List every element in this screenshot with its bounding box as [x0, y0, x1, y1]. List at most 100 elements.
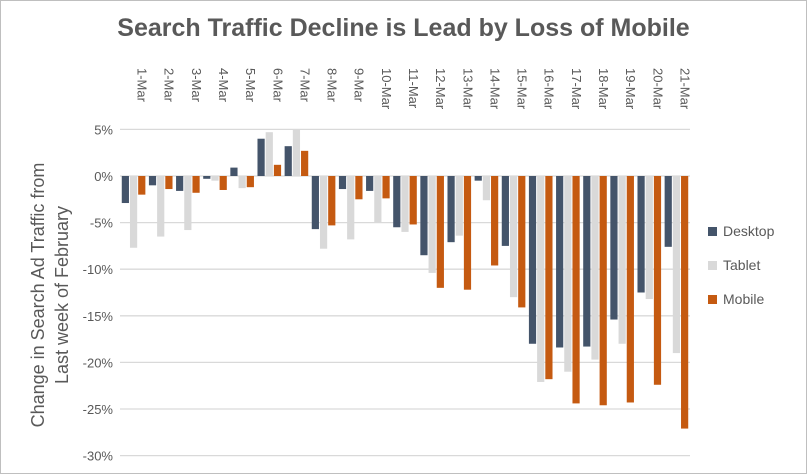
- y-axis-title: Last week of February: [52, 206, 72, 384]
- x-tick-label: 19-Mar: [623, 68, 638, 110]
- bar-desktop: [420, 176, 428, 256]
- bar-tablet: [672, 176, 681, 354]
- y-axis-title: Change in Search Ad Traffic from: [28, 163, 48, 428]
- bar-tablet: [537, 176, 545, 382]
- bar-desktop: [176, 176, 184, 191]
- bar-mobile: [545, 176, 553, 380]
- bar-mobile: [626, 176, 634, 403]
- x-tick-label: 15-Mar: [515, 68, 530, 110]
- bar-tablet: [455, 176, 463, 236]
- x-tick-label: 2-Mar: [162, 68, 177, 103]
- bar-mobile: [138, 176, 146, 195]
- x-tick-label: 6-Mar: [270, 68, 285, 103]
- bar-desktop: [583, 176, 591, 347]
- bar-mobile: [301, 150, 309, 176]
- y-tick-label: -5%: [90, 216, 114, 231]
- y-tick-label: -15%: [83, 309, 114, 324]
- x-tick-label: 8-Mar: [325, 68, 340, 103]
- y-tick-label: -10%: [83, 262, 114, 277]
- x-tick-label: 14-Mar: [487, 68, 502, 110]
- bar-desktop: [284, 146, 292, 176]
- bar-desktop: [637, 176, 645, 293]
- bar-tablet: [238, 176, 246, 189]
- bar-tablet: [157, 176, 165, 237]
- bar-mobile: [518, 176, 526, 308]
- bar-tablet: [482, 176, 491, 201]
- bar-desktop: [501, 176, 509, 246]
- bar-mobile: [409, 176, 417, 225]
- x-tick-label: 11-Mar: [406, 68, 421, 109]
- bar-desktop: [474, 176, 482, 181]
- bar-desktop: [556, 176, 564, 348]
- y-tick-label: 5%: [94, 122, 113, 137]
- legend-label-mobile: Mobile: [723, 291, 764, 307]
- x-tick-label: 1-Mar: [135, 68, 150, 103]
- x-tick-label: 10-Mar: [379, 68, 394, 110]
- bar-desktop: [148, 176, 157, 186]
- bar-mobile: [382, 176, 390, 199]
- bar-desktop: [528, 176, 537, 344]
- bar-mobile: [463, 176, 472, 290]
- bar-mobile: [192, 176, 200, 193]
- bar-desktop: [664, 176, 672, 247]
- bar-desktop: [257, 138, 265, 176]
- bar-desktop: [366, 176, 374, 191]
- bar-tablet: [265, 132, 273, 176]
- bar-mobile: [681, 176, 689, 429]
- bar-tablet: [184, 176, 192, 231]
- bar-tablet: [591, 176, 599, 360]
- bar-mobile: [491, 176, 499, 266]
- bar-mobile: [436, 176, 444, 288]
- bar-tablet: [347, 176, 355, 240]
- bar-desktop: [393, 176, 401, 228]
- bar-tablet: [292, 129, 301, 176]
- y-tick-label: -25%: [83, 402, 114, 417]
- chart-title: Search Traffic Decline is Lead by Loss o…: [117, 14, 690, 42]
- x-tick-label: 21-Mar: [677, 68, 692, 110]
- x-tick-label: 4-Mar: [216, 68, 231, 103]
- bar-desktop: [121, 176, 129, 204]
- x-tick-label: 5-Mar: [243, 68, 258, 103]
- bar-mobile: [355, 176, 363, 200]
- x-tick-label: 12-Mar: [433, 68, 448, 110]
- bar-mobile: [165, 176, 173, 190]
- bar-mobile: [246, 176, 254, 188]
- x-tick-label: 3-Mar: [189, 68, 204, 103]
- bar-mobile: [273, 164, 282, 176]
- y-tick-label: -30%: [83, 449, 114, 464]
- bar-desktop: [610, 176, 618, 320]
- bar-tablet: [129, 176, 138, 248]
- bar-mobile: [572, 176, 580, 404]
- x-tick-label: 17-Mar: [569, 68, 584, 110]
- bar-tablet: [618, 176, 626, 344]
- bar-tablet: [211, 176, 219, 181]
- bar-desktop: [447, 176, 455, 243]
- bar-tablet: [401, 176, 409, 232]
- bar-tablet: [319, 176, 328, 249]
- legend-swatch-mobile: [708, 295, 717, 304]
- y-tick-label: 0%: [94, 169, 113, 184]
- legend-swatch-tablet: [708, 261, 717, 270]
- bar-tablet: [645, 176, 653, 300]
- legend-label-desktop: Desktop: [723, 223, 775, 239]
- x-tick-label: 16-Mar: [542, 68, 557, 110]
- bar-desktop: [203, 176, 211, 179]
- bar-desktop: [230, 167, 238, 176]
- x-tick-label: 18-Mar: [596, 68, 611, 110]
- legend-swatch-desktop: [708, 227, 717, 236]
- bar-mobile: [328, 176, 336, 226]
- bar-tablet: [564, 176, 572, 372]
- bar-mobile: [219, 176, 227, 190]
- bar-tablet: [509, 176, 518, 298]
- bar-tablet: [428, 176, 436, 273]
- bar-mobile: [599, 176, 607, 406]
- x-tick-label: 20-Mar: [650, 68, 665, 110]
- x-tick-label: 13-Mar: [460, 68, 475, 110]
- bar-mobile: [653, 176, 662, 385]
- bar-tablet: [374, 176, 382, 223]
- legend-label-tablet: Tablet: [723, 257, 760, 273]
- bar-desktop: [311, 176, 319, 230]
- x-tick-label: 9-Mar: [352, 68, 367, 103]
- x-tick-label: 7-Mar: [297, 68, 312, 103]
